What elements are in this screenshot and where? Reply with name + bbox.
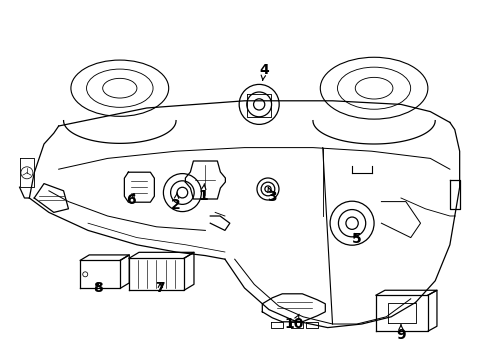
Text: 2: 2 [171, 193, 181, 212]
Text: 10: 10 [284, 314, 304, 331]
Text: 1: 1 [198, 184, 207, 203]
Text: 8: 8 [93, 281, 102, 295]
Text: 6: 6 [126, 193, 136, 207]
Text: 4: 4 [259, 63, 268, 80]
Text: 7: 7 [155, 281, 165, 295]
Text: 9: 9 [395, 325, 405, 342]
Text: 3: 3 [266, 187, 276, 204]
Text: 5: 5 [351, 233, 361, 246]
